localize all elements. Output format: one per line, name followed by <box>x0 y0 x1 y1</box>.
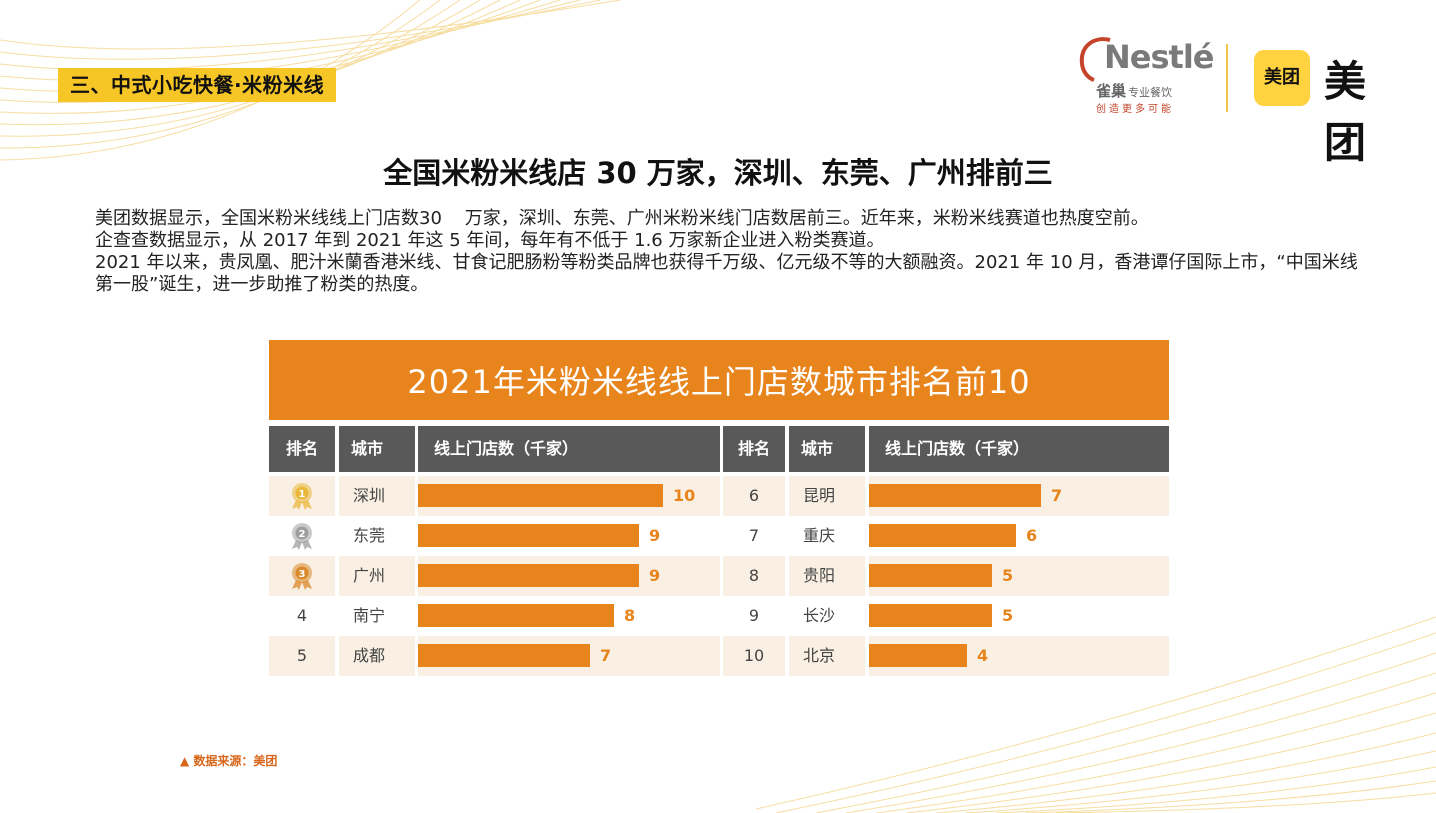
medal-bronze-icon: 3 <box>292 563 312 590</box>
table-header: 排名 城市 线上门店数（千家） 排名 城市 线上门店数（千家） <box>269 426 1169 472</box>
value-label: 10 <box>673 486 696 505</box>
ranking-table: 2021年米粉米线线上门店数城市排名前10 排名 城市 线上门店数（千家） 排名… <box>269 340 1169 676</box>
paragraph-2: 企查查数据显示，从 2017 年到 2021 年这 5 年间，每年有不低于 1.… <box>95 230 885 251</box>
paragraph-3: 2021 年以来，贵凤凰、肥汁米蘭香港米线、甘食记肥肠粉等粉类品牌也获得千万级、… <box>95 252 1358 295</box>
value-cell: 10 <box>418 476 720 516</box>
city-cell: 深圳 <box>339 476 415 516</box>
data-source-note: ▲ 数据来源：美团 <box>180 754 278 768</box>
value-bar <box>869 604 992 627</box>
header-rank-left: 排名 <box>269 426 335 472</box>
table-row: 2 东莞 9 7 重庆 6 <box>269 516 1169 556</box>
value-bar <box>418 484 663 507</box>
value-label: 9 <box>649 566 661 585</box>
table-row: 1 深圳 10 6 昆明 7 <box>269 476 1169 516</box>
value-bar <box>869 644 967 667</box>
logo-area: Nestlé 雀巢 专业餐饮 创造更多可能 美团 美团 <box>1076 30 1406 167</box>
header-value-left: 线上门店数（千家） <box>418 426 720 472</box>
nestle-logo-wordmark: Nestlé <box>1104 38 1214 76</box>
city-cell: 东莞 <box>353 526 386 545</box>
medal-number: 2 <box>299 529 306 540</box>
page-title: 全国米粉米线店 30 万家，深圳、东莞、广州排前三 <box>383 156 1053 190</box>
value-label: 5 <box>1002 566 1014 585</box>
logo-divider <box>1226 44 1228 112</box>
table-row: 5 成都 7 10 北京 4 <box>269 636 1169 676</box>
nestle-cn-main: 雀巢 <box>1096 82 1127 100</box>
value-bar <box>418 524 639 547</box>
value-cell: 6 <box>869 516 1169 556</box>
header-city-right: 城市 <box>789 426 865 472</box>
value-cell: 7 <box>869 476 1169 516</box>
value-label: 5 <box>1002 606 1014 625</box>
value-cell: 8 <box>418 596 720 636</box>
city-cell: 长沙 <box>803 606 836 625</box>
meituan-logo-wordmark: 美团 <box>1324 57 1369 167</box>
value-cell: 9 <box>418 516 720 556</box>
table-body: 1 深圳 10 6 昆明 7 2 东莞 9 7 重庆 6 3 广州 9 8 贵阳 5 4 南宁 8 9 长沙 5 5 成都 7 10 北… <box>269 476 1169 676</box>
value-cell: 5 <box>869 556 1169 596</box>
city-cell: 北京 <box>789 636 865 676</box>
meituan-logo-badge: 美团 <box>1254 50 1310 106</box>
rank-cell: 8 <box>723 556 785 596</box>
rank-cell: 7 <box>748 526 760 545</box>
city-cell: 昆明 <box>789 476 865 516</box>
value-bar <box>418 604 614 627</box>
rank-cell: 3 <box>269 556 335 596</box>
city-cell: 贵阳 <box>789 556 865 596</box>
value-bar <box>869 484 1041 507</box>
medal-number: 1 <box>299 489 306 500</box>
nestle-chinese-name: 雀巢 专业餐饮 <box>1096 80 1172 101</box>
value-cell: 7 <box>418 636 720 676</box>
section-tag: 三、中式小吃快餐·米粉米线 <box>58 68 337 102</box>
value-cell: 5 <box>869 596 1169 636</box>
value-label: 8 <box>624 606 636 625</box>
header-value-right: 线上门店数（千家） <box>869 426 1169 472</box>
value-bar <box>869 564 992 587</box>
value-label: 7 <box>600 646 612 665</box>
rank-cell: 9 <box>748 606 760 625</box>
city-cell: 重庆 <box>803 526 836 545</box>
paragraph-1: 美团数据显示，全国米粉米线线上门店数30 万家，深圳、东莞、广州米粉米线门店数居… <box>95 208 1149 229</box>
table-row: 4 南宁 8 9 长沙 5 <box>269 596 1169 636</box>
rank-cell: 2 <box>269 516 335 556</box>
table-title: 2021年米粉米线线上门店数城市排名前10 <box>269 340 1169 420</box>
medal-silver-icon: 2 <box>292 523 312 550</box>
value-bar <box>418 564 639 587</box>
value-label: 9 <box>649 526 661 545</box>
rank-cell: 10 <box>723 636 785 676</box>
value-cell: 4 <box>869 636 1169 676</box>
table-row: 3 广州 9 8 贵阳 5 <box>269 556 1169 596</box>
value-cell: 9 <box>418 556 720 596</box>
rank-cell: 4 <box>296 606 308 625</box>
value-bar <box>418 644 590 667</box>
medal-gold-icon: 1 <box>292 483 312 510</box>
nestle-arc-icon <box>1079 37 1111 82</box>
city-cell: 广州 <box>339 556 415 596</box>
nestle-slogan: 创造更多可能 <box>1096 104 1174 115</box>
value-label: 6 <box>1026 526 1038 545</box>
city-cell: 成都 <box>339 636 415 676</box>
rank-cell: 1 <box>269 476 335 516</box>
value-bar <box>869 524 1016 547</box>
city-cell: 南宁 <box>353 606 386 625</box>
rank-cell: 6 <box>723 476 785 516</box>
nestle-cn-sub: 专业餐饮 <box>1128 86 1173 99</box>
header-city-left: 城市 <box>339 426 415 472</box>
header-rank-right: 排名 <box>723 426 785 472</box>
body-text: 美团数据显示，全国米粉米线线上门店数30 万家，深圳、东莞、广州米粉米线门店数居… <box>95 208 1365 296</box>
value-label: 7 <box>1051 486 1063 505</box>
rank-cell: 5 <box>269 636 335 676</box>
value-label: 4 <box>977 646 989 665</box>
medal-number: 3 <box>299 569 306 580</box>
